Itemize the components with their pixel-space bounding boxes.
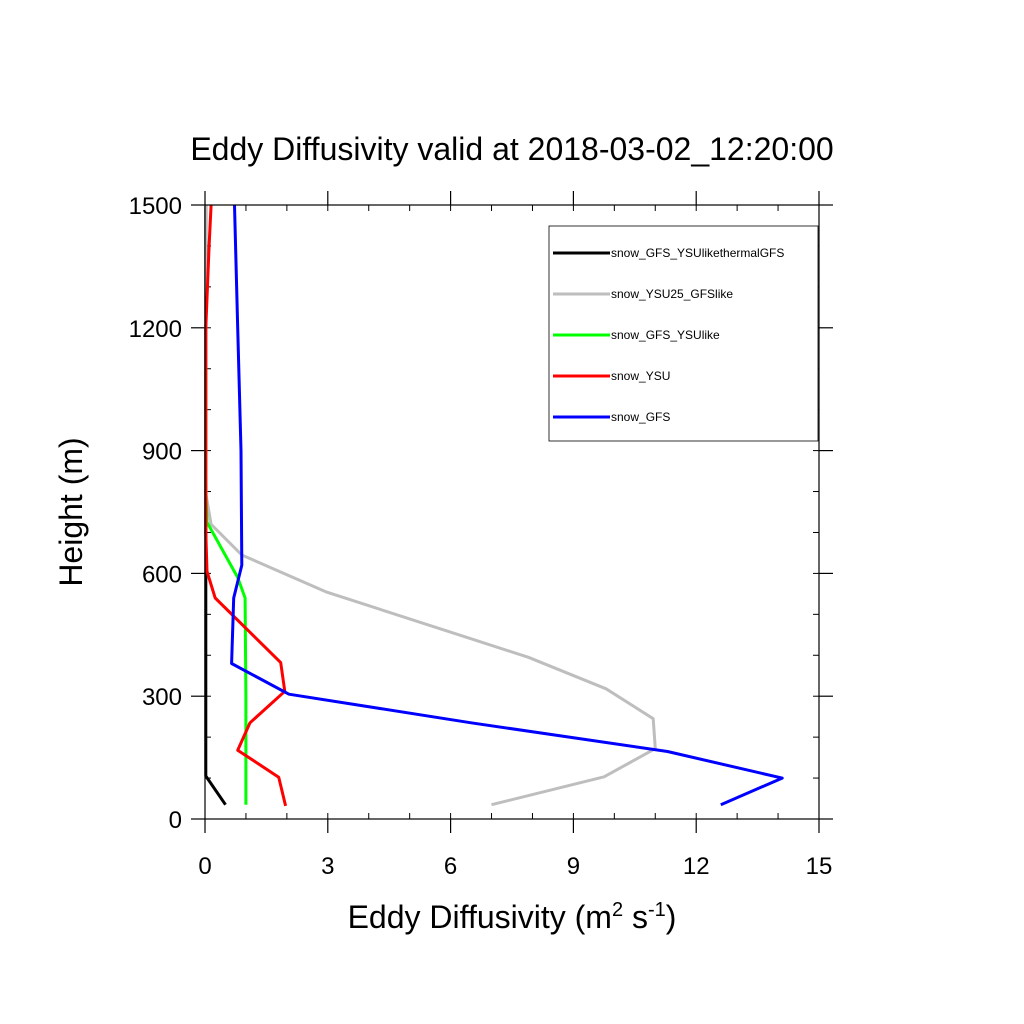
plot-frame <box>204 204 820 820</box>
x-axis-label-sup2: -1 <box>648 899 666 921</box>
tick-labels: 0 3 6 9 12 15 0 300 600 900 1200 1500 <box>129 193 833 880</box>
y-tick-label: 900 <box>142 439 182 466</box>
x-axis-label-end: ) <box>666 899 677 935</box>
x-tick-label: 9 <box>567 853 580 880</box>
y-axis-label: Height (m) <box>53 437 89 586</box>
x-tick-label: 15 <box>806 853 833 880</box>
x-axis-label-main: Eddy Diffusivity (m <box>348 899 612 935</box>
y-tick-label: 0 <box>169 807 182 834</box>
legend-label-snow_YSU25_GFSlike: snow_YSU25_GFSlike <box>611 287 733 301</box>
series-layer <box>204 204 784 807</box>
x-axis-label-mid: s <box>623 899 648 935</box>
y-tick-label: 600 <box>142 561 182 588</box>
legend-label-snow_GFS: snow_GFS <box>611 410 670 424</box>
series-line-snow_YSU <box>204 204 288 807</box>
series-line-snow_GFS <box>230 204 784 807</box>
x-tick-label: 6 <box>444 853 457 880</box>
y-tick-label: 1500 <box>129 193 182 220</box>
legend-items: snow_GFS_YSUlikethermalGFS snow_YSU25_GFS… <box>553 246 784 424</box>
x-tick-label: 0 <box>198 853 211 880</box>
legend-label-snow_GFS_YSUlikethermalGFS: snow_GFS_YSUlikethermalGFS <box>611 246 784 260</box>
x-tick-label: 3 <box>321 853 334 880</box>
x-tick-label: 12 <box>683 853 710 880</box>
x-axis-label: Eddy Diffusivity (m2 s-1) <box>348 899 677 935</box>
legend: snow_GFS_YSUlikethermalGFS snow_YSU25_GFS… <box>548 225 819 442</box>
legend-label-snow_YSU: snow_YSU <box>611 369 670 383</box>
chart-title: Eddy Diffusivity valid at 2018-03-02_12:… <box>190 131 833 167</box>
legend-label-snow_GFS_YSUlike: snow_GFS_YSUlike <box>611 328 720 342</box>
y-tick-label: 300 <box>142 684 182 711</box>
y-tick-label: 1200 <box>129 316 182 343</box>
x-axis-label-sup1: 2 <box>612 899 623 921</box>
